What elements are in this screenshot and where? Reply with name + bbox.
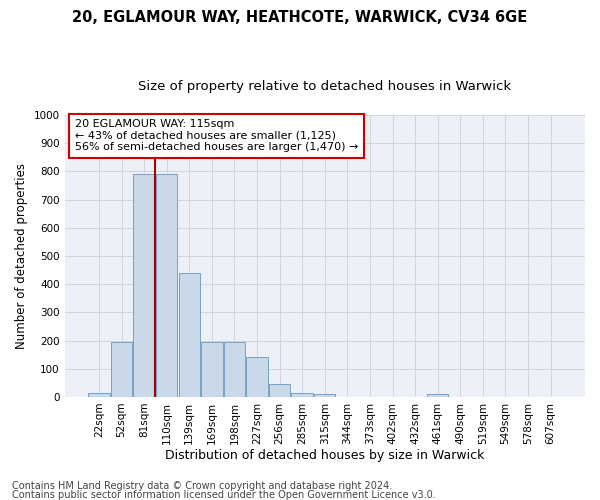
X-axis label: Distribution of detached houses by size in Warwick: Distribution of detached houses by size … (165, 450, 484, 462)
Bar (201, 342, 223, 397)
Y-axis label: Number of detached properties: Number of detached properties (15, 163, 28, 349)
Text: Contains HM Land Registry data © Crown copyright and database right 2024.: Contains HM Land Registry data © Crown c… (12, 481, 392, 491)
Bar (427, 394, 448, 397)
Title: Size of property relative to detached houses in Warwick: Size of property relative to detached ho… (138, 80, 511, 93)
Bar (269, 384, 290, 397)
Bar (179, 273, 200, 397)
Bar (156, 174, 178, 397)
Bar (246, 358, 268, 397)
Bar (133, 174, 155, 397)
Text: Contains public sector information licensed under the Open Government Licence v3: Contains public sector information licen… (12, 490, 436, 500)
Bar (314, 394, 335, 397)
Text: 20, EGLAMOUR WAY, HEATHCOTE, WARWICK, CV34 6GE: 20, EGLAMOUR WAY, HEATHCOTE, WARWICK, CV… (73, 10, 527, 25)
Bar (292, 392, 313, 397)
Bar (88, 392, 110, 397)
Bar (111, 342, 132, 397)
Bar (224, 342, 245, 397)
Text: 20 EGLAMOUR WAY: 115sqm
← 43% of detached houses are smaller (1,125)
56% of semi: 20 EGLAMOUR WAY: 115sqm ← 43% of detache… (75, 119, 358, 152)
